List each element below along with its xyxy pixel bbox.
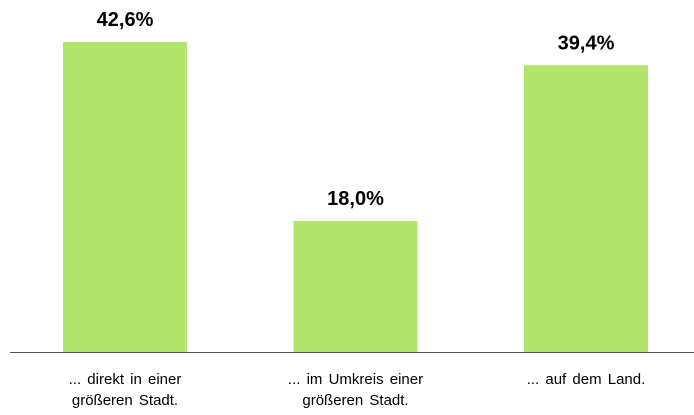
value-label: 18,0% bbox=[327, 188, 384, 210]
value-label: 42,6% bbox=[97, 9, 154, 31]
value-label: 39,4% bbox=[558, 32, 615, 54]
bar bbox=[293, 220, 418, 352]
category-label: ... direkt in einer größeren Stadt. bbox=[68, 371, 182, 409]
bar bbox=[524, 65, 648, 352]
category-label: ... auf dem Land. bbox=[526, 371, 646, 388]
category-label: ... im Umkreis einer größeren Stadt. bbox=[287, 371, 424, 409]
bar bbox=[63, 41, 187, 352]
